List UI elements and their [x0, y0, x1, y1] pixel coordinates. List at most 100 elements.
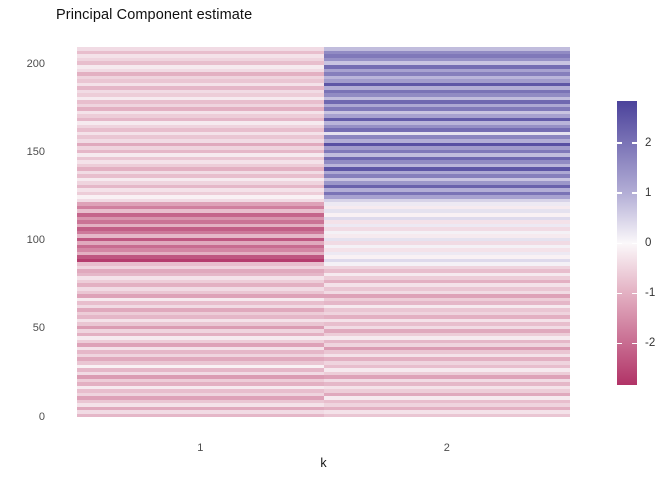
heatmap-cell	[323, 360, 570, 365]
heatmap-cell	[323, 216, 570, 221]
colorbar-tick-mark	[617, 142, 622, 144]
heatmap-cell	[323, 328, 570, 333]
heatmap-cell	[77, 96, 324, 101]
heatmap-cell	[323, 152, 570, 157]
colorbar-tick-mark	[632, 292, 637, 295]
heatmap-cell	[77, 304, 324, 309]
heatmap-cell	[323, 50, 570, 55]
heatmap-cell	[323, 57, 570, 62]
heatmap-cell	[77, 195, 324, 199]
heatmap-cell	[77, 367, 324, 372]
heatmap-cell	[77, 117, 324, 122]
heatmap-cell	[323, 395, 570, 400]
heatmap-cell	[323, 138, 570, 143]
colorbar-tick-label: -1	[645, 287, 656, 300]
x-tick-label: 1	[197, 442, 204, 454]
heatmap-cell	[323, 75, 570, 80]
heatmap-cell	[77, 269, 324, 273]
heatmap-cell	[323, 145, 570, 150]
heatmap-cell	[77, 272, 324, 277]
heatmap-cell	[77, 385, 324, 390]
heatmap-cell	[77, 395, 324, 400]
heatmap-cell	[77, 399, 324, 404]
heatmap-cell	[323, 283, 570, 288]
heatmap-cell	[77, 392, 324, 397]
heatmap-cell	[323, 187, 570, 192]
chart-title: Principal Component estimate	[56, 7, 253, 23]
heatmap-cell	[77, 371, 324, 376]
heatmap-cell	[77, 78, 324, 83]
heatmap-cell	[323, 212, 570, 217]
colorbar-tick-label: 0	[645, 237, 652, 250]
heatmap-cell	[77, 131, 324, 136]
y-tick-label: 0	[38, 410, 45, 423]
colorbar-tick-mark	[632, 342, 637, 345]
heatmap-cell	[77, 233, 324, 238]
heatmap-cell	[323, 195, 570, 199]
heatmap-cell	[323, 388, 570, 393]
heatmap-cell	[323, 131, 570, 136]
heatmap-cell	[323, 286, 570, 291]
heatmap-cell	[77, 177, 324, 182]
heatmap-cell	[77, 346, 324, 351]
heatmap-cell	[323, 304, 570, 309]
x-tick-label: 2	[443, 442, 450, 454]
heatmap-cell	[77, 314, 324, 319]
colorbar-tick-mark	[617, 342, 622, 345]
y-tick-label: 100	[26, 234, 45, 247]
colorbar-tick-label: 1	[645, 187, 652, 200]
heatmap-cell	[77, 381, 324, 386]
heatmap-cell	[323, 166, 570, 171]
heatmap-cell	[323, 406, 570, 411]
heatmap-cell	[77, 191, 324, 196]
heatmap-cell	[323, 71, 570, 76]
heatmap-cell	[323, 173, 570, 178]
heatmap-cell	[77, 279, 324, 284]
heatmap-cell	[323, 223, 570, 228]
heatmap-cell	[77, 152, 324, 157]
colorbar-tick-label: -2	[645, 337, 656, 350]
heatmap-cell	[323, 198, 570, 203]
heatmap-cell	[77, 318, 324, 323]
heatmap-cell	[323, 353, 570, 358]
heatmap-cell	[323, 318, 570, 323]
heatmap-cell	[77, 332, 324, 337]
heatmap-cell	[77, 223, 324, 228]
heatmap-cell	[77, 173, 324, 178]
heatmap-cell	[77, 402, 324, 407]
heatmap-cell	[77, 350, 324, 354]
heatmap-cell	[323, 350, 570, 354]
heatmap-cell	[323, 226, 570, 231]
heatmap-cell	[323, 82, 570, 87]
heatmap-cell	[323, 269, 570, 273]
heatmap-cell	[77, 261, 324, 266]
heatmap-cell	[323, 209, 570, 214]
heatmap-cell	[323, 159, 570, 164]
heatmap-cell	[77, 156, 324, 161]
heatmap-cell	[323, 184, 570, 189]
heatmap-cell	[77, 92, 324, 97]
heatmap-cell	[77, 61, 324, 66]
heatmap-cell	[77, 328, 324, 333]
heatmap-cell	[323, 371, 570, 376]
heatmap-cell	[77, 300, 324, 305]
heatmap-cell	[323, 364, 570, 369]
heatmap-cell	[323, 293, 570, 298]
heatmap-cell	[77, 85, 324, 90]
heatmap-cell	[323, 92, 570, 97]
heatmap-cell	[77, 113, 324, 118]
heatmap-cell	[77, 335, 324, 340]
heatmap-cell	[77, 360, 324, 365]
heatmap-cell	[77, 290, 324, 295]
colorbar-tick-mark	[617, 192, 622, 194]
heatmap-cell	[323, 357, 570, 362]
heatmap-cell	[77, 357, 324, 362]
heatmap-cell	[323, 332, 570, 337]
heatmap-cell	[323, 374, 570, 379]
heatmap-cell	[323, 54, 570, 58]
heatmap-cell	[77, 89, 324, 94]
heatmap-cell	[323, 343, 570, 347]
heatmap-cell	[77, 240, 324, 245]
heatmap-cell	[323, 346, 570, 351]
heatmap-cell	[77, 187, 324, 192]
